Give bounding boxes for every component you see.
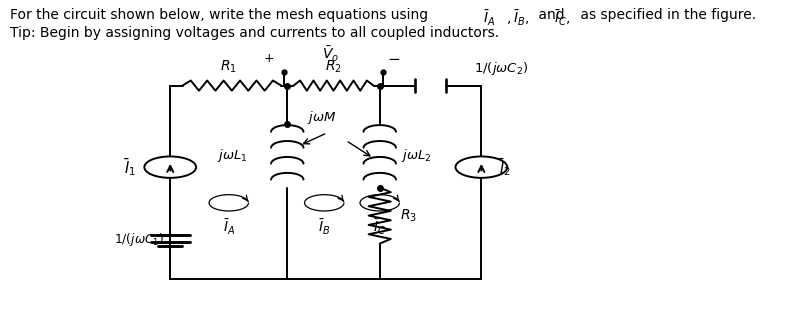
Text: $+$: $+$ [263, 52, 274, 65]
Text: $\bar{V}_o$: $\bar{V}_o$ [322, 45, 339, 64]
Text: Tip: Begin by assigning voltages and currents to all coupled inductors.: Tip: Begin by assigning voltages and cur… [10, 26, 498, 40]
Text: $j\omega L_2$: $j\omega L_2$ [401, 147, 432, 164]
Text: For the circuit shown below, write the mesh equations using: For the circuit shown below, write the m… [10, 8, 432, 22]
Text: $\bar{I}_C,$: $\bar{I}_C,$ [554, 8, 571, 27]
Text: $, \bar{I}_B,$: $, \bar{I}_B,$ [506, 8, 529, 27]
Text: $j\omega M$: $j\omega M$ [307, 109, 335, 126]
Text: $\bar{I}_2$: $\bar{I}_2$ [498, 156, 510, 178]
Text: $R_1$: $R_1$ [220, 59, 237, 75]
Text: $1/(j\omega C_2)$: $1/(j\omega C_2)$ [474, 60, 528, 77]
Text: as specified in the figure.: as specified in the figure. [576, 8, 756, 22]
Text: $\bar{I}_A$: $\bar{I}_A$ [483, 8, 495, 27]
Text: $\bar{I}_A$: $\bar{I}_A$ [223, 217, 235, 237]
Text: $\bar{I}_C$: $\bar{I}_C$ [373, 217, 386, 237]
Text: $1/(j\omega C_1)$: $1/(j\omega C_1)$ [114, 231, 164, 248]
Text: $R_3$: $R_3$ [400, 208, 417, 224]
Text: $\bar{I}_B$: $\bar{I}_B$ [318, 217, 331, 237]
Text: $\bar{I}_1$: $\bar{I}_1$ [124, 156, 137, 178]
Text: $-$: $-$ [387, 50, 401, 65]
Text: and: and [534, 8, 569, 22]
Text: $j\omega L_1$: $j\omega L_1$ [216, 147, 247, 164]
Text: $R_2$: $R_2$ [325, 59, 342, 75]
